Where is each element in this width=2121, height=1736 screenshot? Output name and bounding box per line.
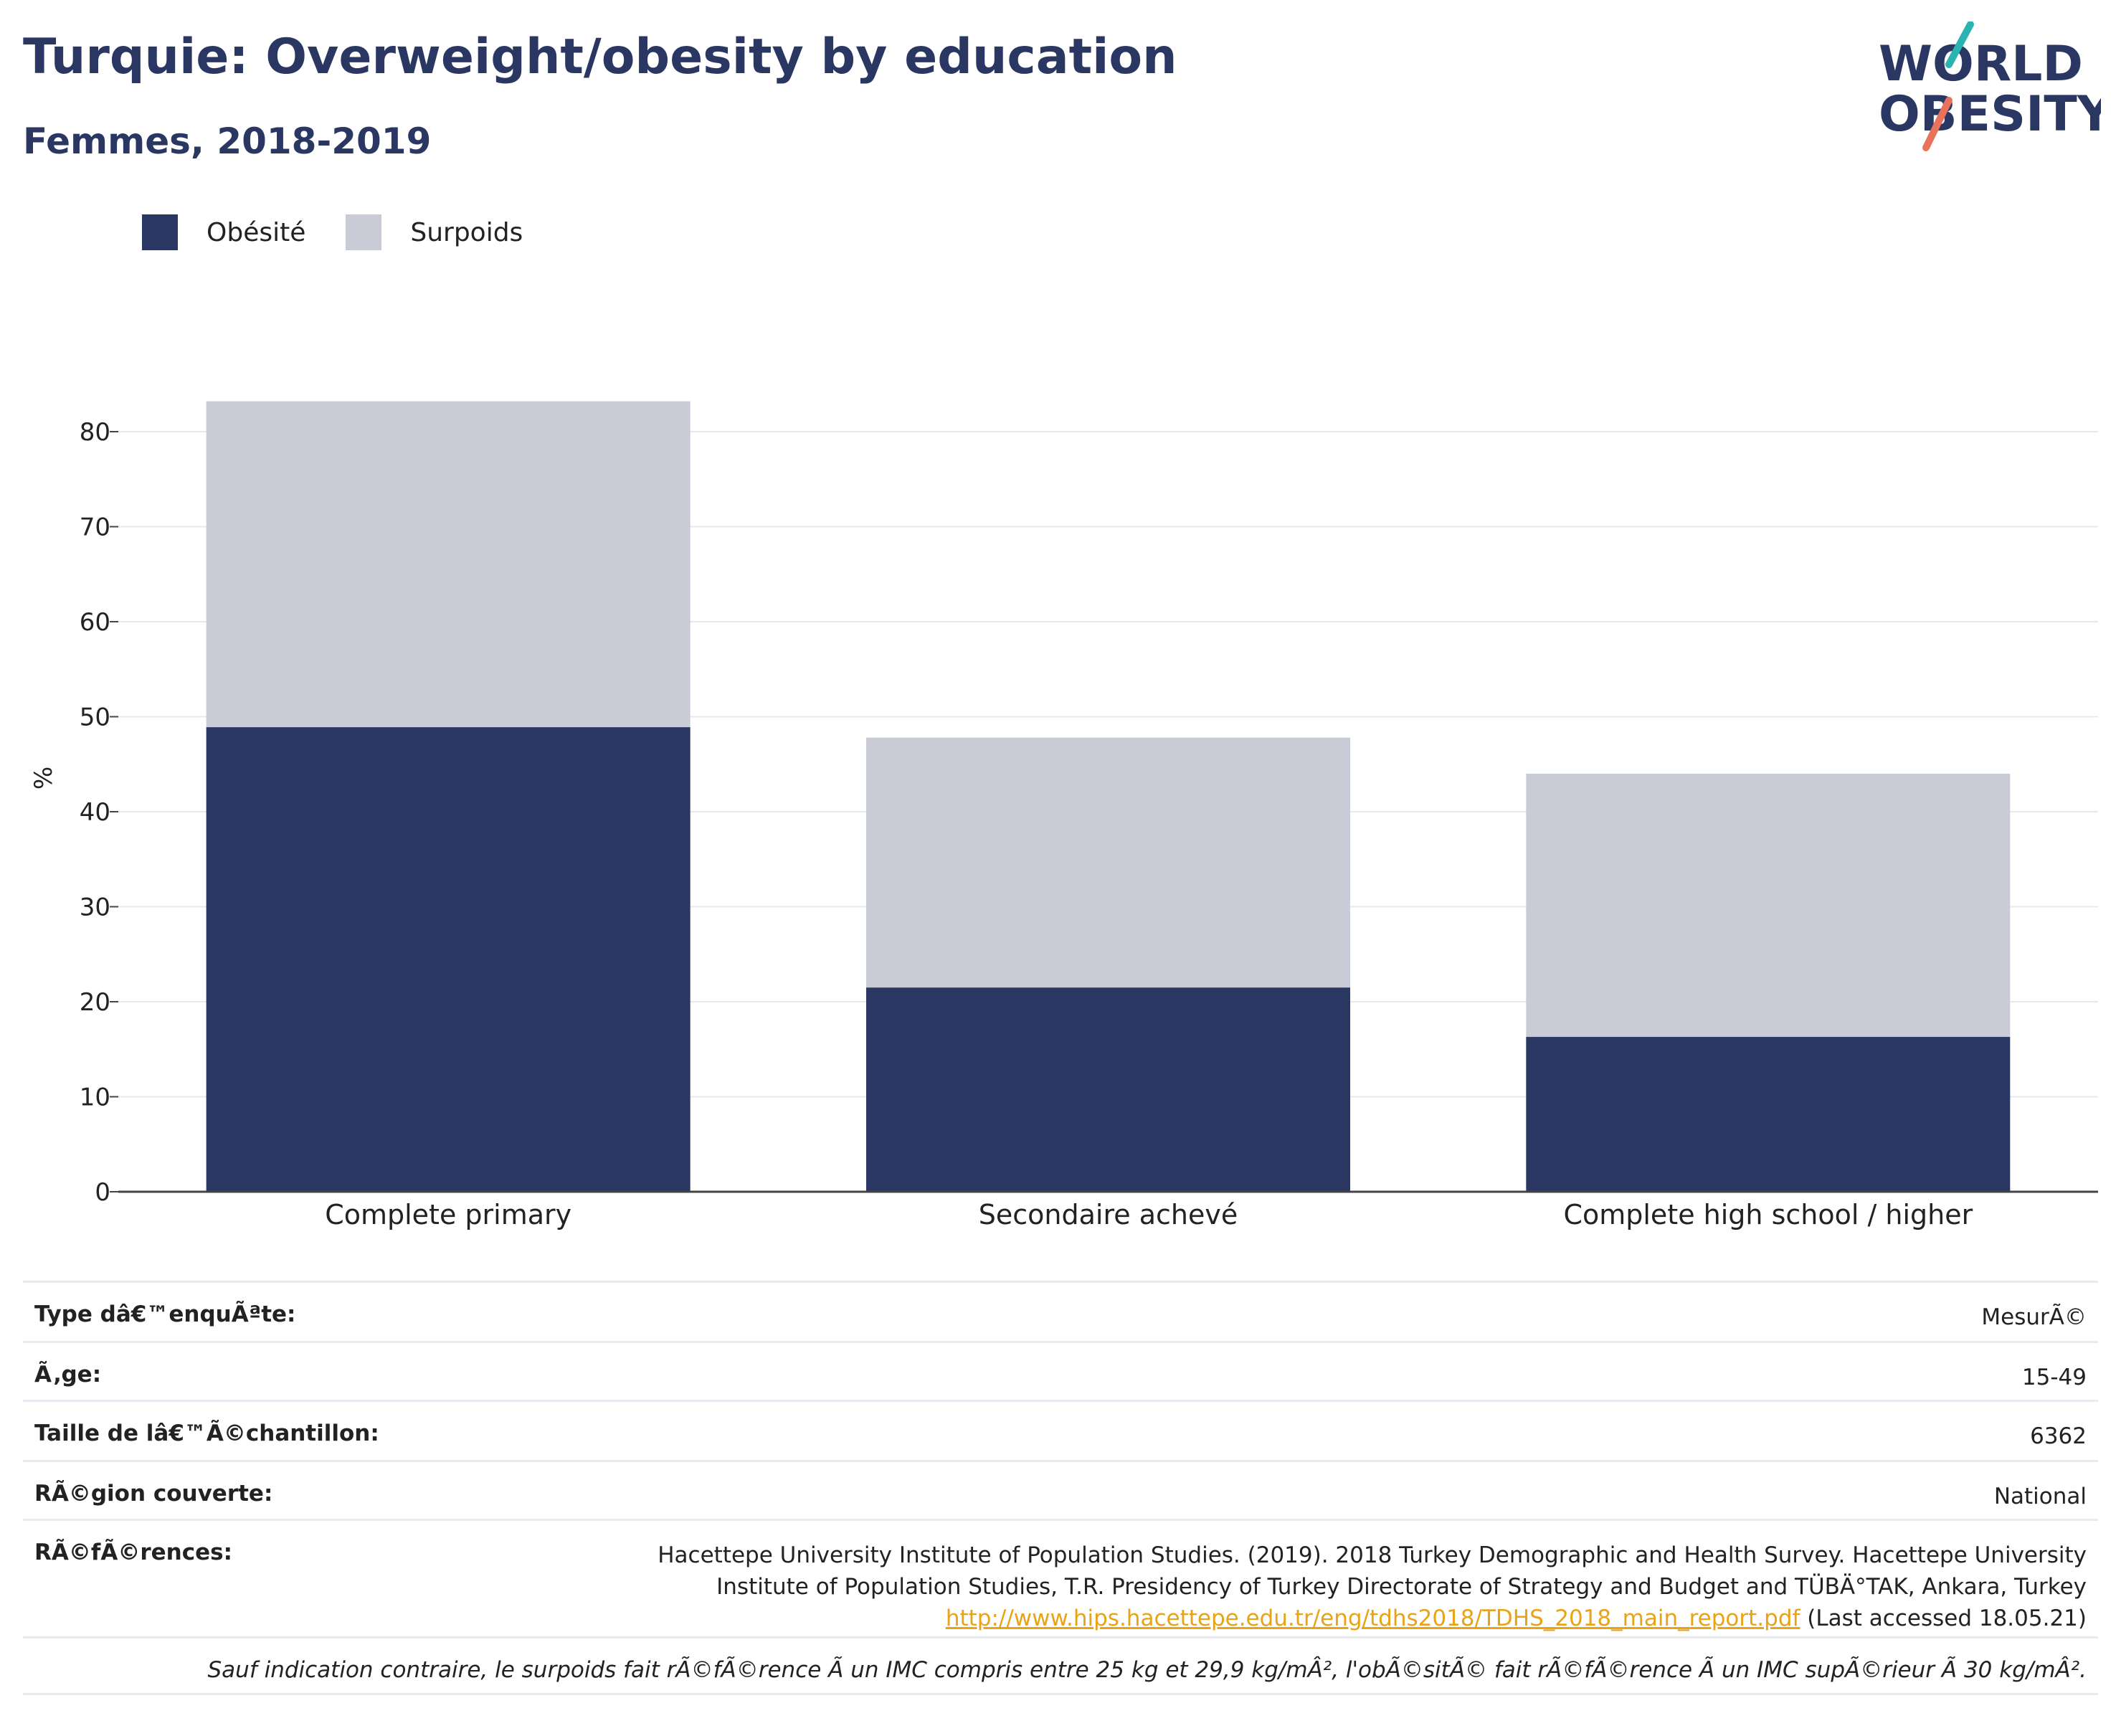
x-tick-label-0: Complete primary xyxy=(325,1199,571,1230)
reference-link[interactable]: http://www.hips.hacettepe.edu.tr/eng/tdh… xyxy=(945,1605,1800,1631)
logo-slash-coral xyxy=(1922,97,1952,151)
bar-obesity-0 xyxy=(206,727,691,1192)
legend-swatch-overweight xyxy=(346,214,382,250)
y-tick-label-60: 60 xyxy=(80,608,110,637)
y-tick-label-20: 20 xyxy=(80,988,110,1017)
legend-label-obesity: Obésité xyxy=(207,217,306,247)
age-value: 15-49 xyxy=(2021,1365,2087,1390)
logo-line2: OBESITY xyxy=(1879,86,2101,143)
survey-type-label: Type dâ€™enquÃªte: xyxy=(34,1301,296,1327)
definition-note: Sauf indication contraire, le surpoids f… xyxy=(23,1636,2098,1695)
reference-line-2: Institute of Population Studies, T.R. Pr… xyxy=(716,1574,2087,1600)
y-axis-label: % xyxy=(29,767,58,789)
legend-item-overweight[interactable]: Surpoids xyxy=(346,214,523,250)
y-tick-label-0: 0 xyxy=(95,1178,110,1207)
references-label: RÃ©fÃ©rences: xyxy=(34,1540,232,1565)
y-tick-label-80: 80 xyxy=(80,418,110,447)
x-tick-label-1: Secondaire achevé xyxy=(979,1199,1238,1230)
logo-line1: WORLD xyxy=(1879,36,2083,93)
bar-obesity-1 xyxy=(866,987,1350,1192)
chart-title: Turquie: Overweight/obesity by education xyxy=(23,29,1177,85)
age-label: Ã‚ge: xyxy=(34,1362,102,1388)
y-tick-label-30: 30 xyxy=(80,893,110,922)
meta-row-survey-type: Type dâ€™enquÃªte: MesurÃ© xyxy=(23,1281,2098,1341)
meta-row-region: RÃ©gion couverte: National xyxy=(23,1460,2098,1519)
legend-item-obesity[interactable]: Obésité xyxy=(142,214,305,250)
bar-overweight-1 xyxy=(866,737,1350,988)
reference-accessed: (Last accessed 18.05.21) xyxy=(1800,1605,2087,1631)
bar-chart: 0 10 20 30 40 50 60 70 80% Complete primary Second… xyxy=(29,401,2098,1230)
reference-line-3: http://www.hips.hacettepe.edu.tr/eng/tdh… xyxy=(658,1603,2087,1634)
survey-metadata-table: Type dâ€™enquÃªte: MesurÃ© Ã‚ge: 15-49 T… xyxy=(23,1281,2098,1695)
sample-size-value: 6362 xyxy=(2030,1423,2087,1449)
chart-legend: Obésité Surpoids xyxy=(142,212,563,252)
y-tick-label-10: 10 xyxy=(80,1083,110,1112)
reference-line-1: Hacettepe University Institute of Popula… xyxy=(658,1542,2087,1568)
meta-row-age: Ã‚ge: 15-49 xyxy=(23,1341,2098,1400)
meta-row-sample-size: Taille de lâ€™Ã©chantillon: 6362 xyxy=(23,1400,2098,1460)
y-tick-label-50: 50 xyxy=(80,703,110,732)
x-tick-label-2: Complete high school / higher xyxy=(1563,1199,1973,1230)
region-value: National xyxy=(1993,1484,2087,1509)
legend-label-overweight: Surpoids xyxy=(410,217,523,247)
meta-row-references: RÃ©fÃ©rences: Hacettepe University Insti… xyxy=(23,1519,2098,1636)
bar-obesity-2 xyxy=(1526,1037,2011,1192)
references-value: Hacettepe University Institute of Popula… xyxy=(658,1540,2087,1634)
bar-overweight-2 xyxy=(1526,774,2011,1038)
survey-type-value: MesurÃ© xyxy=(1981,1304,2087,1330)
world-obesity-logo: WORLD OBESITY xyxy=(1879,22,2101,151)
region-label: RÃ©gion couverte: xyxy=(34,1481,273,1507)
y-tick-label-40: 40 xyxy=(80,798,110,827)
y-tick-label-70: 70 xyxy=(80,513,110,542)
chart-subtitle: Femmes, 2018-2019 xyxy=(23,120,432,162)
legend-swatch-obesity xyxy=(142,214,178,250)
sample-size-label: Taille de lâ€™Ã©chantillon: xyxy=(34,1420,379,1446)
logo-slash-teal xyxy=(1945,22,1974,68)
bar-overweight-0 xyxy=(206,401,691,728)
